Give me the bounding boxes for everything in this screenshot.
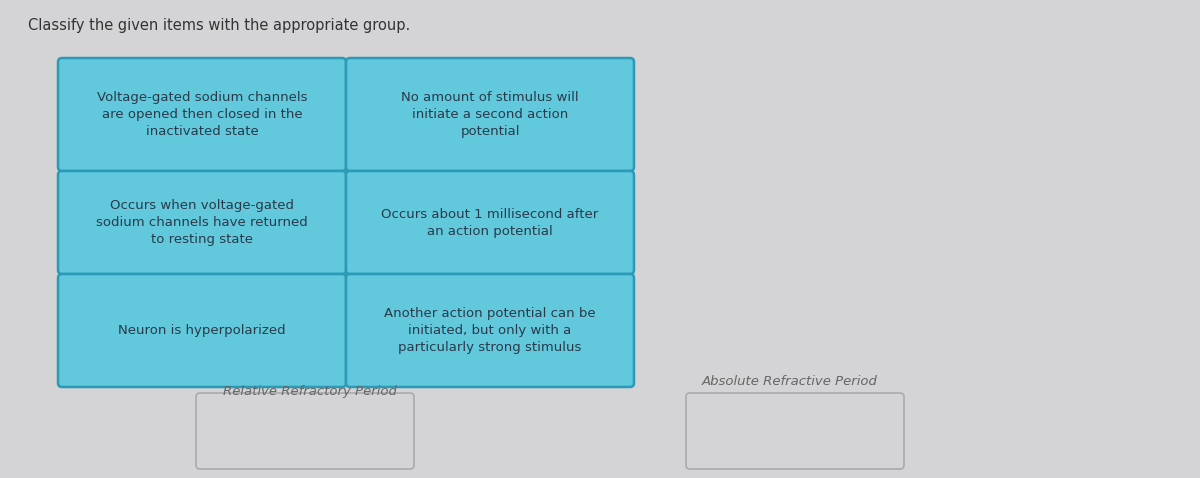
Text: Another action potential can be
initiated, but only with a
particularly strong s: Another action potential can be initiate…	[384, 307, 596, 354]
FancyBboxPatch shape	[346, 274, 634, 387]
Text: Voltage-gated sodium channels
are opened then closed in the
inactivated state: Voltage-gated sodium channels are opened…	[97, 91, 307, 138]
FancyBboxPatch shape	[58, 171, 346, 274]
Text: Neuron is hyperpolarized: Neuron is hyperpolarized	[118, 324, 286, 337]
FancyBboxPatch shape	[346, 171, 634, 274]
Text: No amount of stimulus will
initiate a second action
potential: No amount of stimulus will initiate a se…	[401, 91, 578, 138]
Text: Classify the given items with the appropriate group.: Classify the given items with the approp…	[28, 18, 410, 33]
Text: Absolute Refractive Period: Absolute Refractive Period	[702, 375, 878, 388]
FancyBboxPatch shape	[58, 274, 346, 387]
Text: Relative Refractory Period: Relative Refractory Period	[223, 385, 397, 398]
FancyBboxPatch shape	[196, 393, 414, 469]
FancyBboxPatch shape	[58, 58, 346, 171]
Text: Occurs when voltage-gated
sodium channels have returned
to resting state: Occurs when voltage-gated sodium channel…	[96, 199, 308, 246]
Text: Occurs about 1 millisecond after
an action potential: Occurs about 1 millisecond after an acti…	[382, 207, 599, 238]
FancyBboxPatch shape	[686, 393, 904, 469]
FancyBboxPatch shape	[346, 58, 634, 171]
